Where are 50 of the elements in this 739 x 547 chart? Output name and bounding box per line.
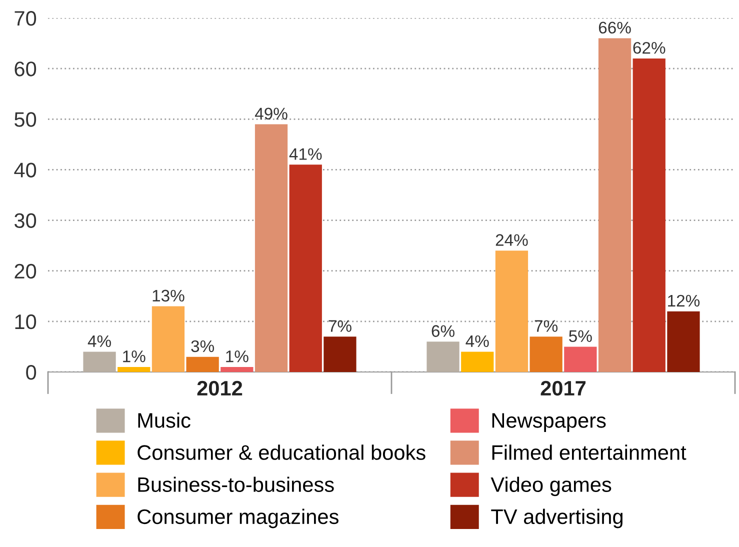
bar	[254, 124, 288, 372]
y-tick-label: 10	[15, 314, 36, 330]
data-label: 49%	[254, 108, 288, 120]
legend-label: Business-to-business	[138, 476, 334, 492]
bar	[220, 366, 254, 372]
legend-label: Consumer magazines	[138, 508, 338, 528]
bar	[564, 346, 597, 372]
x-tick-label: 2012	[197, 380, 242, 396]
data-label: 13%	[152, 290, 184, 302]
data-label: 4%	[88, 335, 111, 348]
legend-label: Video games	[490, 476, 612, 496]
y-tick-label: 40	[14, 162, 36, 178]
data-label: 1%	[226, 350, 248, 362]
data-label: 41%	[289, 148, 322, 160]
bar	[186, 356, 219, 372]
y-tick-label: 50	[14, 112, 36, 127]
legend-label: Filmed entertainment	[492, 444, 686, 460]
y-tick-label: 30	[14, 213, 36, 228]
y-tick-label: 70	[14, 11, 36, 26]
x-tick-label: 2017	[540, 380, 586, 396]
legend-label: Consumer & educational books	[138, 444, 426, 460]
data-label: 6%	[432, 325, 454, 337]
bar	[598, 38, 632, 372]
legend-label: Music	[138, 412, 190, 428]
bar	[324, 336, 356, 372]
data-label: 12%	[668, 294, 700, 307]
data-label: 7%	[328, 320, 352, 332]
bar	[118, 366, 150, 372]
data-label: 4%	[466, 335, 489, 348]
bar	[461, 352, 494, 372]
data-label: 62%	[633, 42, 666, 54]
data-label: 5%	[569, 330, 592, 342]
data-label: 66%	[598, 22, 631, 34]
data-label: 3%	[191, 340, 214, 352]
y-tick-label: 60	[14, 62, 36, 76]
legend-label: TV advertising	[491, 508, 622, 528]
y-tick-label: 20	[14, 264, 36, 279]
bar	[667, 311, 700, 372]
bar	[530, 336, 562, 372]
bar	[152, 306, 185, 372]
legend-label: Newspapers	[492, 413, 606, 432]
data-label: 24%	[496, 234, 528, 246]
data-label: 1%	[123, 350, 146, 362]
bar	[83, 352, 116, 372]
bar	[289, 164, 322, 372]
y-tick-label: 0	[26, 365, 36, 380]
data-label: 7%	[534, 320, 558, 332]
bar	[495, 250, 528, 372]
bar	[632, 58, 666, 372]
bar	[426, 342, 460, 372]
